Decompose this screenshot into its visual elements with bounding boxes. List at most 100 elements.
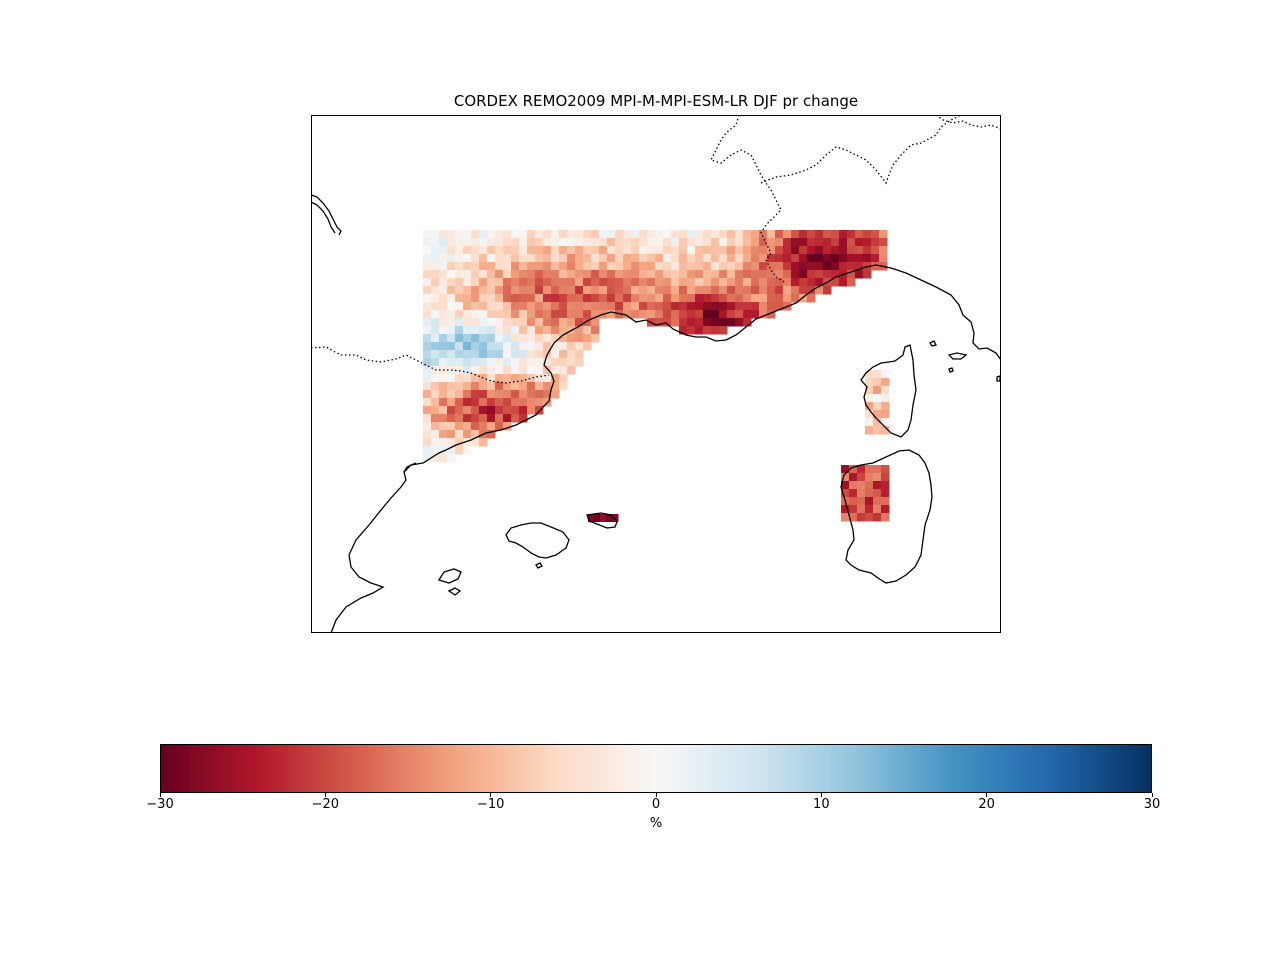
grid-cell: [711, 262, 720, 271]
colorbar-tick-label: 20: [978, 797, 995, 812]
grid-cell: [487, 398, 496, 407]
colorbar-tick-mark: [655, 793, 657, 797]
grid-cell: [471, 438, 480, 447]
grid-cell: [503, 326, 512, 335]
grid-cell: [735, 270, 744, 279]
grid-cell: [463, 398, 472, 407]
grid-cell: [759, 270, 768, 279]
grid-cell: [695, 302, 704, 311]
grid-cell: [767, 230, 776, 239]
grid-cell: [439, 238, 448, 247]
grid-cell: [423, 398, 432, 407]
grid-cell: [655, 286, 664, 295]
grid-cell: [479, 398, 488, 407]
grid-cell: [823, 270, 832, 279]
grid-cell: [873, 426, 882, 435]
grid-cell: [695, 310, 704, 319]
grid-cell: [873, 418, 882, 427]
grid-cell: [431, 350, 440, 359]
grid-cell: [791, 286, 800, 295]
grid-cell: [775, 246, 784, 255]
grid-cell: [447, 438, 456, 447]
grid-cell: [759, 294, 768, 303]
grid-cell: [559, 294, 568, 303]
grid-cell: [511, 270, 520, 279]
grid-cell: [599, 246, 608, 255]
grid-cell: [615, 278, 624, 287]
grid-cell: [583, 230, 592, 239]
grid-cell: [783, 254, 792, 263]
grid-cell: [471, 334, 480, 343]
grid-cell: [479, 390, 488, 399]
grid-cell: [447, 334, 456, 343]
grid-cell: [455, 286, 464, 295]
grid-cell: [495, 278, 504, 287]
grid-cell: [719, 270, 728, 279]
grid-cell: [871, 238, 880, 247]
grid-cell: [495, 326, 504, 335]
grid-cell: [591, 294, 600, 303]
grid-cell: [487, 350, 496, 359]
grid-cell: [695, 270, 704, 279]
grid-cell: [591, 334, 600, 343]
grid-cell: [463, 246, 472, 255]
grid-cell: [519, 406, 528, 415]
colorbar-tick-mark: [490, 793, 492, 797]
grid-cell: [431, 358, 440, 367]
grid-cell: [679, 254, 688, 263]
grid-cell: [543, 278, 552, 287]
grid-cell: [865, 386, 874, 395]
grid-cell: [567, 286, 576, 295]
grid-cell: [511, 398, 520, 407]
grid-cell: [455, 390, 464, 399]
grid-cell: [511, 246, 520, 255]
grid-cell: [543, 358, 552, 367]
grid-cell: [857, 513, 866, 522]
grid-cell: [471, 374, 480, 383]
grid-cell: [639, 230, 648, 239]
grid-cell: [503, 358, 512, 367]
grid-cell: [767, 302, 776, 311]
grid-cell: [735, 238, 744, 247]
grid-cell: [655, 262, 664, 271]
cabrera-coastline: [535, 562, 543, 569]
grid-cell: [471, 422, 480, 431]
grid-cell: [775, 254, 784, 263]
grid-cell: [711, 286, 720, 295]
grid-cell: [687, 230, 696, 239]
grid-cell: [439, 438, 448, 447]
grid-cell: [799, 246, 808, 255]
grid-cell: [873, 394, 882, 403]
grid-cell: [479, 414, 488, 423]
grid-cell: [783, 262, 792, 271]
grid-cell: [679, 318, 688, 327]
grid-cell: [463, 446, 472, 455]
grid-cell: [663, 286, 672, 295]
grid-cell: [463, 302, 472, 311]
grid-cell: [873, 465, 882, 474]
grid-cell: [857, 497, 866, 506]
grid-cell: [487, 414, 496, 423]
grid-cell: [527, 286, 536, 295]
grid-cell: [831, 230, 840, 239]
grid-cell: [455, 262, 464, 271]
grid-cell: [847, 254, 856, 263]
grid-cell: [559, 246, 568, 255]
grid-cell: [831, 246, 840, 255]
grid-cell: [647, 294, 656, 303]
grid-cell: [519, 318, 528, 327]
grid-cell: [567, 358, 576, 367]
grid-cell: [655, 238, 664, 247]
grid-cell: [791, 230, 800, 239]
grid-cell: [839, 278, 848, 287]
grid-cell: [799, 278, 808, 287]
grid-cell: [623, 286, 632, 295]
grid-cell: [423, 262, 432, 271]
grid-cell: [583, 326, 592, 335]
grid-cell: [841, 481, 850, 490]
grid-cell: [479, 230, 488, 239]
grid-cell: [519, 278, 528, 287]
grid-cell: [463, 390, 472, 399]
grid-cell: [711, 270, 720, 279]
